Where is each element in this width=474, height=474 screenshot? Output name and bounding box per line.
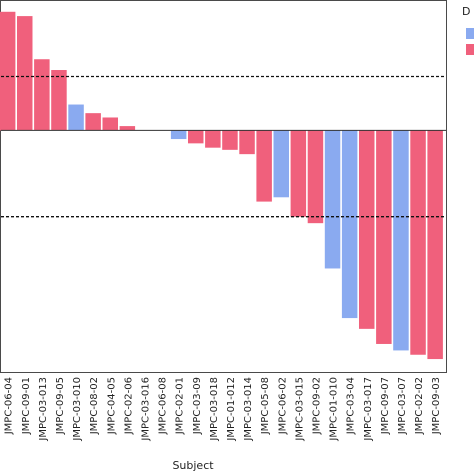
- bar-jmpc-09-02: [307, 130, 324, 224]
- x-tick-label: JMPC-06-04: [4, 377, 15, 435]
- x-axis-title: Subject: [172, 459, 214, 472]
- bar-jmpc-02-02: [410, 130, 426, 355]
- legend-swatch-blue: [466, 28, 474, 39]
- bar-jmpc-03-04: [341, 130, 358, 319]
- x-tick-label: JMPC-02-01: [175, 377, 186, 435]
- bar-jmpc-03-014: [239, 130, 255, 155]
- bar-jmpc-02-06: [119, 126, 136, 131]
- bar-jmpc-05-08: [256, 130, 272, 202]
- legend-title: D: [462, 5, 470, 18]
- x-tick-label: JMPC-02-06: [123, 377, 134, 435]
- x-tick-label: JMPC-03-013: [38, 377, 49, 442]
- bar-jmpc-04-05: [102, 117, 118, 131]
- bar-jmpc-03-09: [188, 130, 204, 144]
- bar-jmpc-09-05: [51, 70, 67, 131]
- x-tick-label: JMPC-09-05: [55, 377, 66, 435]
- bar-jmpc-08-02: [85, 113, 101, 131]
- plot-frame: [0, 0, 447, 373]
- bar-jmpc-01-012: [222, 130, 238, 150]
- x-tick-label: JMPC-09-07: [380, 377, 391, 435]
- bar-jmpc-09-01: [17, 16, 33, 131]
- bar-jmpc-03-015: [290, 130, 307, 217]
- x-tick-label: JMPC-03-018: [209, 377, 220, 442]
- x-tick-label: JMPC-03-09: [192, 377, 203, 435]
- x-tick-label: JMPC-01-010: [329, 377, 340, 442]
- bar-jmpc-03-018: [205, 130, 221, 148]
- x-tick-label: JMPC-01-012: [226, 377, 237, 442]
- bar-jmpc-09-07: [376, 130, 392, 344]
- bar-jmpc-02-01: [170, 130, 187, 140]
- x-tick-label: JMPC-08-02: [89, 377, 100, 435]
- bar-jmpc-06-04: [0, 11, 16, 131]
- bar-jmpc-03-07: [393, 130, 409, 351]
- x-tick-label: JMPC-06-02: [277, 377, 288, 435]
- x-tick-label: JMPC-06-08: [158, 377, 169, 435]
- bar-jmpc-06-02: [273, 130, 289, 198]
- x-tick-label: JMPC-03-015: [294, 377, 305, 442]
- x-tick-label: JMPC-03-017: [363, 377, 374, 442]
- bars-group: [0, 11, 443, 360]
- x-tick-label: JMPC-09-01: [21, 377, 32, 435]
- x-tick-label: JMPC-03-04: [346, 377, 357, 435]
- bar-jmpc-09-03: [427, 130, 443, 360]
- x-tick-label: JMPC-03-010: [72, 377, 83, 442]
- x-tick-label: JMPC-09-02: [311, 377, 322, 435]
- x-tick-label: JMPC-03-016: [140, 377, 151, 442]
- x-tick-label: JMPC-03-014: [243, 377, 254, 442]
- reference-lines: [1, 75, 446, 218]
- x-tick-label: JMPC-03-07: [397, 377, 408, 435]
- bar-jmpc-03-017: [359, 130, 375, 329]
- bar-jmpc-03-013: [34, 59, 50, 131]
- bar-jmpc-03-010: [68, 104, 84, 131]
- legend-swatch-pink: [466, 44, 474, 55]
- x-tick-label: JMPC-05-08: [260, 377, 271, 435]
- legend: D: [462, 5, 474, 55]
- x-tick-label: JMPC-02-02: [414, 377, 425, 435]
- x-tick-labels: JMPC-09-08JMPC-06-04JMPC-09-01JMPC-03-01…: [4, 377, 442, 442]
- bar-jmpc-01-010: [324, 130, 341, 269]
- x-tick-label: JMPC-09-03: [431, 377, 442, 435]
- x-tick-label: JMPC-04-05: [106, 377, 117, 435]
